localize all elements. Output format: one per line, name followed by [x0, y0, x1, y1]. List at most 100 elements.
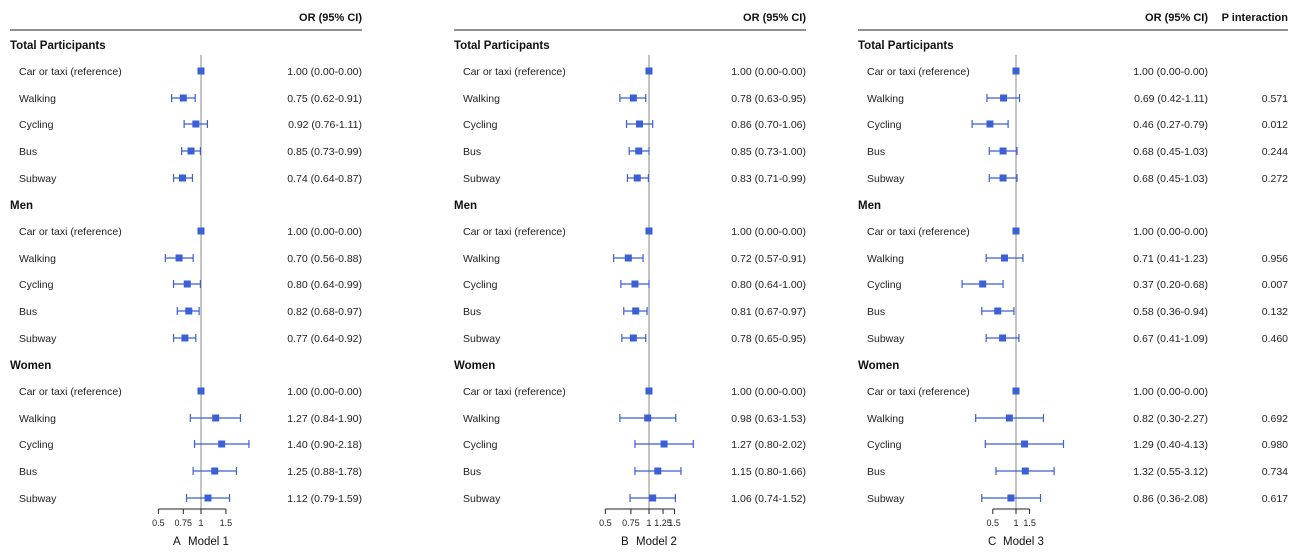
or-ci-value: 0.69 (0.42-1.11): [1134, 93, 1208, 105]
or-ci-value: 1.00 (0.00-0.00): [1133, 66, 1208, 78]
or-ci-value: 0.75 (0.62-0.91): [287, 93, 362, 105]
or-point: [211, 467, 219, 475]
row-label: Walking: [867, 253, 904, 265]
or-ci-value: 0.58 (0.36-0.94): [1133, 306, 1208, 318]
or-ci-value: 0.68 (0.45-1.03): [1133, 173, 1208, 185]
or-ci-value: 1.25 (0.88-1.78): [287, 466, 362, 478]
row-label: Car or taxi (reference): [463, 386, 566, 398]
row-label: Walking: [19, 93, 56, 105]
or-point: [631, 280, 639, 288]
group-heading: Men: [454, 200, 477, 212]
p-interaction-value: 0.692: [1262, 413, 1288, 425]
or-ci-header: OR (95% CI): [299, 12, 362, 24]
or-ci-value: 0.85 (0.73-0.99): [287, 146, 362, 158]
group-heading: Men: [858, 200, 881, 212]
row-label: Walking: [19, 413, 56, 425]
row-label: Subway: [19, 493, 57, 505]
or-point: [1021, 440, 1029, 448]
or-point: [1001, 254, 1009, 262]
or-point: [179, 94, 187, 102]
p-interaction-value: 0.460: [1262, 333, 1288, 345]
group-heading: Total Participants: [10, 40, 106, 52]
row-label: Subway: [867, 493, 905, 505]
or-ci-value: 0.82 (0.68-0.97): [287, 306, 362, 318]
x-axis-label: Model 2: [636, 536, 677, 548]
or-ci-header: OR (95% CI): [743, 12, 806, 24]
or-point: [629, 94, 637, 102]
or-point: [979, 280, 987, 288]
or-ci-value: 0.37 (0.20-0.68): [1133, 279, 1208, 291]
row-label: Bus: [463, 146, 481, 158]
row-label: Car or taxi (reference): [463, 226, 566, 238]
or-ci-value: 0.74 (0.64-0.87): [287, 173, 362, 185]
p-interaction-value: 0.012: [1262, 119, 1288, 131]
panel-letter: C: [988, 536, 996, 548]
or-ci-value: 1.06 (0.74-1.52): [731, 493, 806, 505]
or-point: [1000, 94, 1008, 102]
or-ci-value: 0.78 (0.63-0.95): [731, 93, 806, 105]
group-heading: Men: [10, 200, 33, 212]
x-tick-label: 1: [198, 518, 203, 528]
x-tick-label: 0.75: [175, 518, 193, 528]
or-point: [1005, 414, 1013, 422]
x-tick-label: 1.5: [1023, 518, 1036, 528]
p-interaction-value: 0.617: [1262, 493, 1288, 505]
panel-letter: A: [173, 536, 181, 548]
or-ci-value: 0.67 (0.41-1.09): [1133, 333, 1208, 345]
row-label: Cycling: [867, 439, 902, 451]
or-point: [212, 414, 220, 422]
x-tick-label: 1: [646, 518, 651, 528]
or-point: [629, 334, 637, 342]
row-label: Cycling: [463, 439, 498, 451]
or-point: [999, 334, 1007, 342]
or-point: [204, 494, 212, 502]
or-point: [192, 120, 200, 128]
or-ci-value: 0.92 (0.76-1.11): [288, 119, 362, 131]
or-point: [197, 387, 205, 395]
row-label: Walking: [19, 253, 56, 265]
or-ci-value: 0.68 (0.45-1.03): [1133, 146, 1208, 158]
or-ci-value: 1.00 (0.00-0.00): [287, 66, 362, 78]
row-label: Walking: [463, 93, 500, 105]
or-ci-value: 0.46 (0.27-0.79): [1133, 119, 1208, 131]
p-interaction-value: 0.007: [1262, 279, 1288, 291]
row-label: Car or taxi (reference): [19, 226, 122, 238]
or-ci-value: 1.00 (0.00-0.00): [287, 226, 362, 238]
or-point: [1012, 227, 1020, 235]
p-interaction-value: 0.132: [1262, 306, 1288, 318]
group-heading: Women: [10, 360, 51, 372]
x-tick-label: 1: [1013, 518, 1018, 528]
row-label: Subway: [463, 493, 501, 505]
or-ci-value: 1.15 (0.80-1.66): [731, 466, 806, 478]
or-ci-value: 0.81 (0.67-0.97): [731, 306, 806, 318]
p-interaction-value: 0.980: [1262, 439, 1288, 451]
or-ci-value: 1.27 (0.80-2.02): [731, 439, 806, 451]
row-label: Cycling: [867, 119, 902, 131]
row-label: Cycling: [463, 119, 498, 131]
or-ci-value: 1.27 (0.84-1.90): [287, 413, 362, 425]
or-ci-value: 0.77 (0.64-0.92): [287, 333, 362, 345]
or-point: [1012, 67, 1020, 75]
or-point: [632, 307, 640, 315]
row-label: Cycling: [19, 279, 54, 291]
or-point: [1007, 494, 1015, 502]
row-label: Subway: [19, 333, 57, 345]
row-label: Subway: [19, 173, 57, 185]
or-point: [645, 387, 653, 395]
or-point: [645, 227, 653, 235]
x-tick-label: 0.5: [152, 518, 165, 528]
or-point: [178, 174, 186, 182]
row-label: Subway: [867, 173, 905, 185]
or-point: [183, 280, 191, 288]
row-label: Walking: [867, 413, 904, 425]
group-heading: Women: [858, 360, 899, 372]
or-point: [644, 414, 652, 422]
or-point: [649, 494, 657, 502]
or-point: [660, 440, 668, 448]
group-heading: Total Participants: [454, 40, 550, 52]
or-ci-value: 0.85 (0.73-1.00): [731, 146, 806, 158]
or-ci-value: 0.98 (0.63-1.53): [731, 413, 806, 425]
row-label: Bus: [19, 146, 37, 158]
